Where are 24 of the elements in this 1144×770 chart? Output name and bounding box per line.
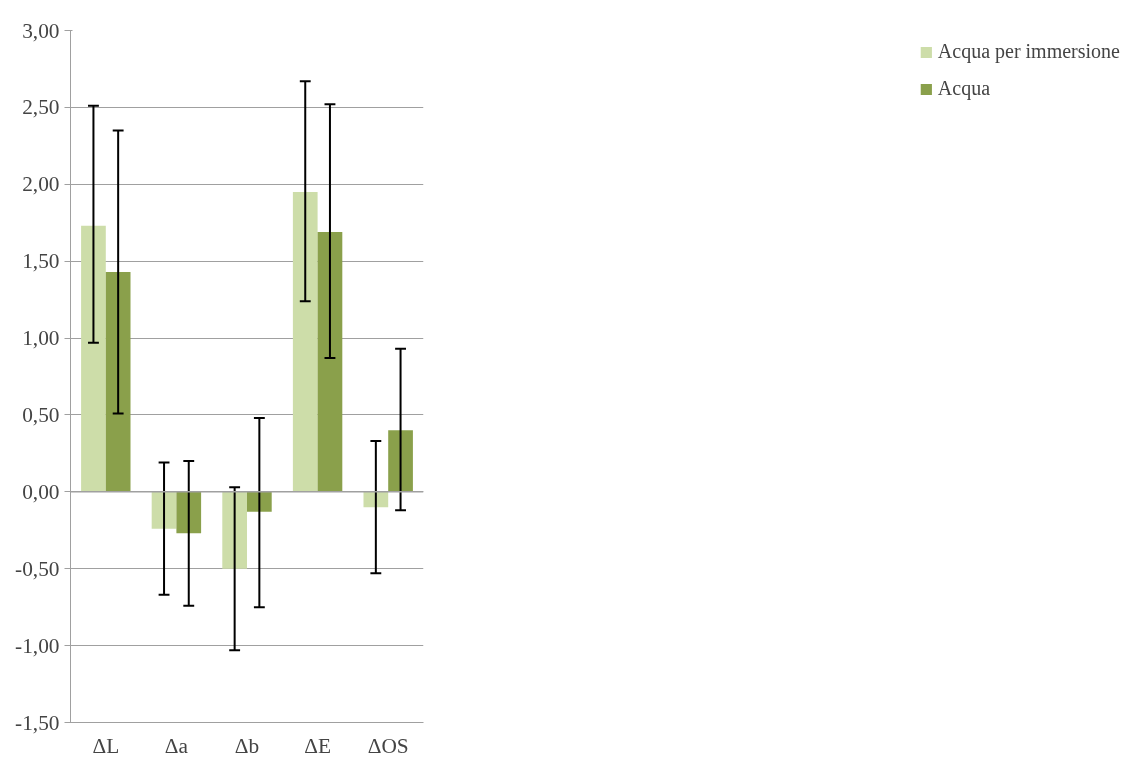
x-tick-label: Δb <box>234 733 260 758</box>
bar <box>176 491 202 534</box>
bar <box>222 491 247 569</box>
bar <box>292 191 318 492</box>
y-tick-label: -1,50 <box>15 710 60 735</box>
x-tick-label: ΔL <box>92 733 120 758</box>
y-tick-label: -0,50 <box>15 556 60 581</box>
y-tick-label: -1,00 <box>15 633 60 658</box>
x-tick-label: ΔE <box>304 733 331 758</box>
y-tick-label: 1,50 <box>22 249 60 274</box>
legend-label: Acqua per immersione <box>937 40 1120 63</box>
y-tick-label: 2,50 <box>22 95 60 120</box>
y-tick-label: 1,00 <box>22 326 60 351</box>
bar <box>105 271 131 492</box>
bar <box>81 225 106 492</box>
bar <box>317 231 343 492</box>
bar <box>388 430 413 492</box>
legend-label: Acqua <box>937 77 991 100</box>
x-tick-label: Δa <box>164 733 189 758</box>
x-tick-label: ΔOS <box>367 733 409 758</box>
y-tick-label: 0,50 <box>22 402 60 427</box>
y-tick-label: 0,00 <box>22 479 60 504</box>
y-tick-label: 3,00 <box>22 18 60 43</box>
y-tick-label: 2,00 <box>22 172 60 197</box>
